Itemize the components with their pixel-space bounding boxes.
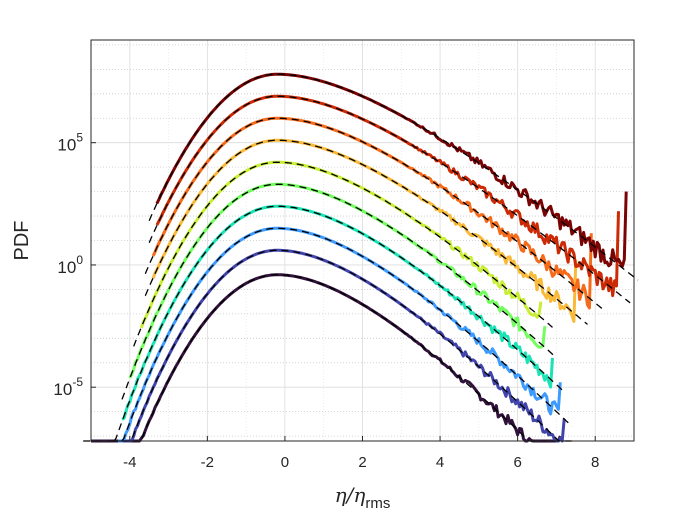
x-tick-label: -4 [123, 454, 136, 471]
y-tick-label: 105 [57, 131, 83, 155]
fit-line-curve-8 [144, 117, 604, 310]
x-tick-label: 2 [358, 454, 366, 471]
x-tick-label: 6 [513, 454, 521, 471]
fit-line-curve-3 [110, 227, 573, 442]
fit-line-curve-6 [133, 161, 553, 347]
x-tick-label: 4 [436, 454, 444, 471]
minor-grid [91, 40, 634, 441]
x-tick-label: 0 [281, 454, 289, 471]
x-tick-label: -2 [201, 454, 214, 471]
fit-line-curve-2 [110, 249, 576, 442]
x-axis-label: η/ηrms [335, 483, 391, 512]
x-axis-ticks: -4 -2 0 2 4 6 8 [123, 436, 599, 471]
x-axis-label-sub: rms [365, 495, 390, 512]
fit-line-curve-7 [144, 139, 588, 325]
x-axis-label-main: η/η [335, 483, 366, 507]
series-layer [91, 72, 628, 443]
y-tick-label: 100 [57, 253, 83, 277]
fit-line-curve-5 [121, 183, 557, 400]
fit-line-curve-10 [148, 73, 639, 281]
fit-line-curve-4 [113, 205, 565, 442]
fit-line-curve-9 [148, 95, 631, 304]
series-line-curve-1 [91, 273, 562, 443]
fit-curves-layer [83, 73, 639, 442]
y-axis-label: PDF [11, 221, 33, 261]
x-tick-label: 8 [591, 454, 599, 471]
y-axis-ticks: 10-5 100 105 [53, 131, 96, 399]
y-tick-label: 10-5 [53, 375, 83, 399]
